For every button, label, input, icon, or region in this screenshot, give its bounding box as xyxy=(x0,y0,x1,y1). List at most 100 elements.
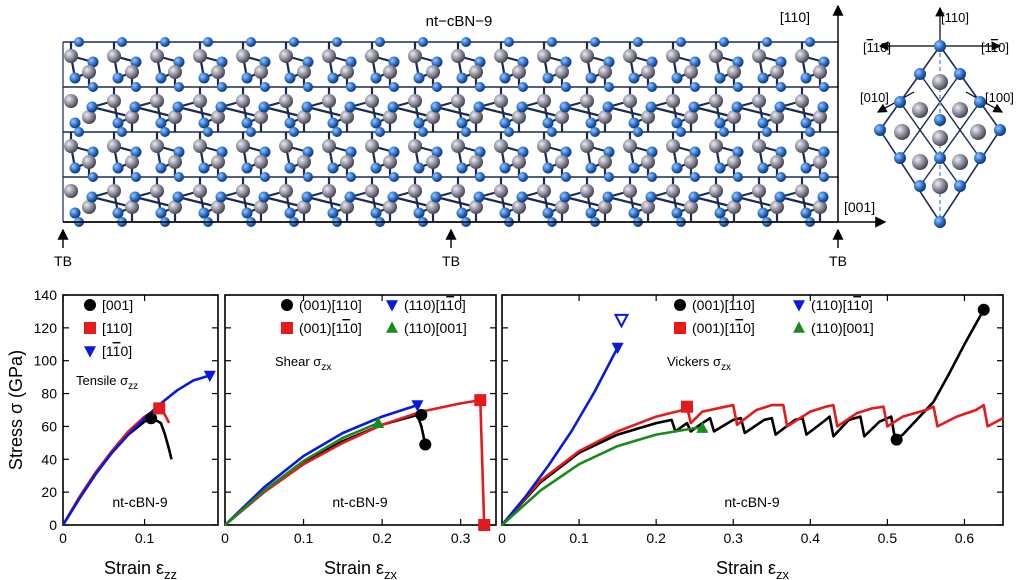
nitrogen-atom xyxy=(155,117,167,129)
legend-label: (110)[001] xyxy=(811,320,874,336)
boron-atom xyxy=(426,65,440,79)
nitrogen-atom xyxy=(155,207,167,219)
tb-label: TB xyxy=(54,253,72,269)
nitrogen-atom xyxy=(757,162,769,174)
nitrogen-atom xyxy=(604,172,614,182)
nitrogen-atom xyxy=(774,191,786,203)
nitrogen-atom xyxy=(671,162,683,174)
nitrogen-atom xyxy=(241,117,253,129)
nitrogen-atom xyxy=(688,191,700,203)
boron-atom xyxy=(297,200,311,214)
boron-atom xyxy=(555,155,569,169)
nitrogen-atom xyxy=(475,82,485,92)
nitrogen-atom xyxy=(645,191,657,203)
boron-atom xyxy=(770,200,784,214)
series-line xyxy=(61,374,211,526)
boron-atom xyxy=(107,49,121,63)
boron-atom xyxy=(752,49,766,63)
boron-atom xyxy=(932,178,948,194)
nitrogen-atom xyxy=(714,207,726,219)
unit-cell-dir-left: [110] xyxy=(863,40,891,55)
boron-atom xyxy=(770,155,784,169)
nitrogen-atom xyxy=(370,72,382,84)
boron-atom xyxy=(236,184,250,198)
series-line xyxy=(501,309,985,526)
nitrogen-atom xyxy=(671,117,683,129)
nitrogen-atom xyxy=(131,82,141,92)
boron-atom xyxy=(727,155,741,169)
nitrogen-atom xyxy=(217,172,227,182)
axis-001-label: [001] xyxy=(844,199,875,215)
plot-frame xyxy=(224,294,497,526)
nitrogen-atom xyxy=(474,146,486,158)
nitrogen-atom xyxy=(671,207,683,219)
boron-atom xyxy=(408,49,422,63)
boron-atom xyxy=(451,139,465,153)
x-tick-label: 0.2 xyxy=(646,530,666,546)
nitrogen-atom xyxy=(302,146,314,158)
series-marker-open xyxy=(613,313,630,329)
nitrogen-atom xyxy=(389,82,399,92)
boron-atom xyxy=(580,94,594,108)
series-marker xyxy=(411,400,424,412)
nitrogen-atom xyxy=(431,56,443,68)
nitrogen-atom xyxy=(954,180,966,192)
nitrogen-atom xyxy=(473,191,485,203)
legend-label: (110)[001] xyxy=(404,320,467,336)
boron-atom xyxy=(211,200,225,214)
nitrogen-atom xyxy=(456,207,468,219)
nitrogen-atom xyxy=(112,117,124,129)
boron-atom xyxy=(494,94,508,108)
nitrogen-atom xyxy=(894,96,906,108)
boron-atom xyxy=(168,155,182,169)
boron-atom xyxy=(709,49,723,63)
nitrogen-atom xyxy=(370,117,382,129)
boron-atom xyxy=(365,139,379,153)
nitrogen-atom xyxy=(818,56,830,68)
nitrogen-atom xyxy=(542,162,554,174)
nitrogen-atom xyxy=(585,162,597,174)
boron-atom xyxy=(408,139,422,153)
boron-atom xyxy=(894,124,910,140)
nitrogen-atom xyxy=(327,162,339,174)
nitrogen-atom xyxy=(647,82,657,92)
cell-bond xyxy=(899,101,961,187)
nitrogen-atom xyxy=(714,117,726,129)
nitrogen-atom xyxy=(456,162,468,174)
boron-atom xyxy=(236,49,250,63)
nitrogen-atom xyxy=(628,72,640,84)
nitrogen-atom xyxy=(284,162,296,174)
boron-atom xyxy=(666,139,680,153)
x-tick-label: 0.1 xyxy=(135,530,155,546)
chart-annotation: nt-cBN-9 xyxy=(112,494,167,510)
nitrogen-atom xyxy=(504,37,514,47)
nitrogen-atom xyxy=(203,127,213,137)
y-tick-label: 100 xyxy=(34,353,58,369)
nitrogen-atom xyxy=(215,101,227,113)
x-axis-label: Strain εzz xyxy=(104,558,177,580)
boron-atom xyxy=(426,200,440,214)
cell-bond xyxy=(899,73,961,159)
boron-atom xyxy=(279,94,293,108)
boron-atom xyxy=(408,94,422,108)
nitrogen-atom xyxy=(289,37,299,47)
boron-atom xyxy=(795,184,809,198)
nitrogen-atom xyxy=(375,127,385,137)
x-tick-label: 0.3 xyxy=(451,530,471,546)
nitrogen-atom xyxy=(456,72,468,84)
nitrogen-atom xyxy=(172,101,184,113)
series-line xyxy=(224,403,418,526)
nitrogen-atom xyxy=(216,56,228,68)
nitrogen-atom xyxy=(259,56,271,68)
unit-cell-dir-110: [110] xyxy=(941,10,969,25)
nitrogen-atom xyxy=(301,191,313,203)
nitrogen-atom xyxy=(561,172,571,182)
boron-atom xyxy=(469,110,483,124)
nitrogen-atom xyxy=(418,37,428,47)
nitrogen-atom xyxy=(387,191,399,203)
nitrogen-atom xyxy=(172,191,184,203)
nitrogen-atom xyxy=(819,172,829,182)
nitrogen-atom xyxy=(633,127,643,137)
legend-label: (001)[110] xyxy=(299,320,362,336)
boron-atom xyxy=(727,110,741,124)
